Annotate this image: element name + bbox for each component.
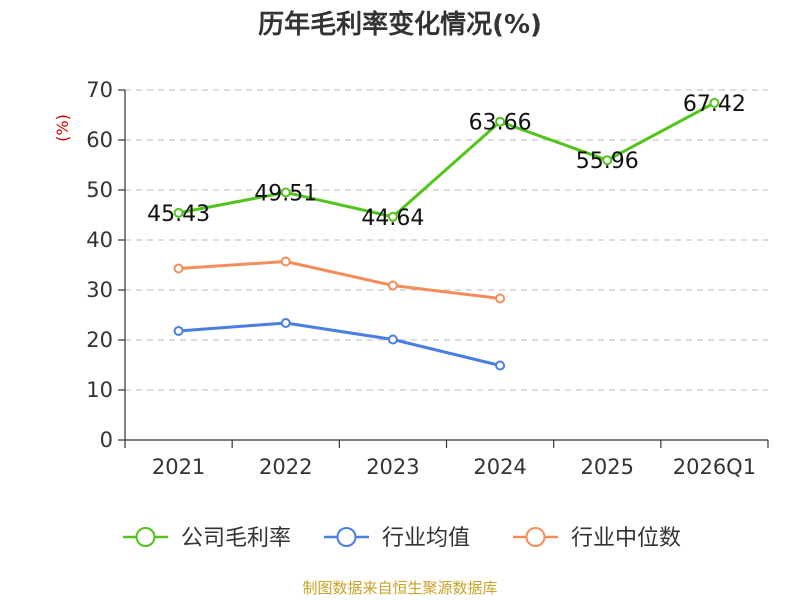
grid-lines — [125, 89, 768, 391]
chart-title: 历年毛利率变化情况(%) — [258, 9, 542, 40]
data-label-2024: 63.66 — [469, 111, 532, 136]
legend-label-1: 行业均值 — [382, 526, 470, 551]
data-point-2-2021 — [173, 263, 184, 274]
legend-label-0: 公司毛利率 — [181, 526, 291, 551]
y-tick-label-40: 40 — [86, 228, 113, 252]
x-tick-label-2026Q1: 2026Q1 — [673, 455, 756, 479]
data-point-0-2023 — [387, 211, 398, 222]
data-label-2023: 44.64 — [361, 206, 424, 231]
data-point-1-2021 — [173, 326, 184, 336]
source-note: 制图数据来自恒生聚源数据库 — [302, 579, 497, 597]
data-labels: 45.43 49.51 44.64 63.66 55.96 67.42 — [147, 92, 746, 231]
data-point-0-2022 — [280, 187, 291, 198]
data-point-1-2022 — [280, 318, 291, 328]
y-tick-label-70: 70 — [86, 78, 113, 102]
series-line-2 — [178, 260, 501, 300]
data-label-2022: 49.51 — [254, 181, 317, 206]
y-tick-label-20: 20 — [86, 328, 113, 352]
data-point-1-2024 — [495, 360, 506, 371]
x-tick-label-2025: 2025 — [581, 455, 634, 479]
y-tick-label-0: 0 — [100, 428, 113, 452]
data-point-0-2021 — [173, 207, 184, 218]
x-tick-label-2023: 2023 — [366, 455, 419, 479]
data-point-0-2024 — [495, 116, 506, 127]
y-tick-label-10: 10 — [86, 378, 113, 402]
axes: 0 10 20 30 40 50 60 70 2021 2022 2023 2024 2025 2026Q… — [86, 78, 769, 479]
data-point-0-2025 — [602, 155, 613, 166]
legend-marker-1 — [336, 527, 357, 547]
legend-marker-0 — [135, 527, 156, 547]
data-label-2025: 55.96 — [576, 149, 639, 174]
x-tick-label-2024: 2024 — [473, 455, 526, 479]
x-tick-label-2022: 2022 — [259, 455, 312, 479]
x-tick-label-2021: 2021 — [152, 455, 205, 479]
data-point-0-2026Q1 — [709, 97, 720, 108]
legend: 公司毛利率 行业均值 行业中位数 — [123, 526, 681, 551]
y-tick-label-30: 30 — [86, 278, 113, 302]
data-point-1-2023 — [387, 334, 398, 345]
y-tick-label-60: 60 — [86, 128, 113, 152]
series-line-1 — [178, 321, 501, 367]
y-tick-label-50: 50 — [86, 178, 113, 202]
series-line-0 — [178, 101, 716, 219]
y-axis-unit: (%) — [53, 114, 72, 142]
data-label-2021: 45.43 — [147, 202, 210, 227]
legend-label-2: 行业中位数 — [571, 526, 681, 551]
data-point-2-2023 — [387, 280, 398, 291]
data-point-2-2024 — [495, 293, 506, 304]
legend-marker-2 — [525, 527, 546, 547]
data-label-2026Q1: 67.42 — [683, 92, 746, 117]
data-point-2-2022 — [280, 256, 291, 267]
series-group — [173, 97, 720, 371]
